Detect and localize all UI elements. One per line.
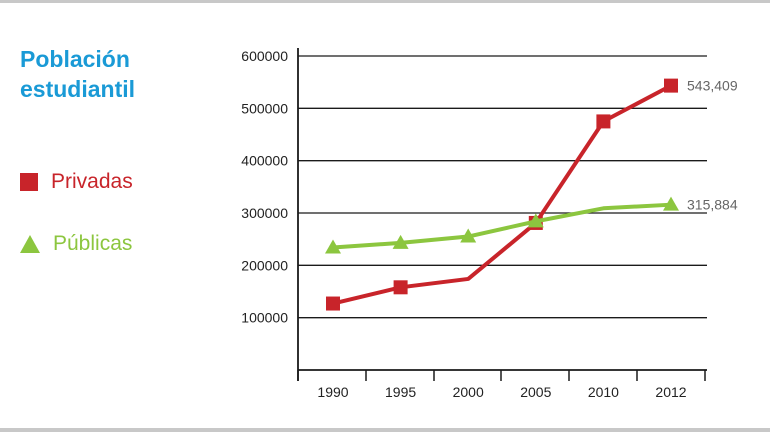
data-point-s1-5 [663,196,679,211]
data-point-s1-3 [527,213,544,228]
y-tick-label-200000: 200000 [241,257,288,273]
x-tick-label-1990: 1990 [317,384,348,400]
data-point-s0-5 [664,78,678,93]
series-line-0 [332,83,672,306]
legend-label-publicas: Públicas [53,232,133,255]
data-point-s1-0 [325,239,341,254]
x-tick-label-2005: 2005 [520,384,551,400]
y-tick-label-300000: 300000 [241,205,288,221]
data-point-s0-1 [393,280,408,295]
chart-title: Población estudiantil [20,46,136,102]
legend-item-privadas: Privadas [20,170,133,194]
y-tick-label-600000: 600000 [241,48,288,64]
y-tick-label-500000: 500000 [241,100,288,116]
data-point-s0-0 [326,296,340,311]
legend-label-privadas: Privadas [51,170,133,193]
y-tick-label-400000: 400000 [241,153,288,169]
x-tick-label-2010: 2010 [588,384,619,400]
y-tick-label-100000: 100000 [241,310,288,326]
data-point-s1-1 [392,234,409,249]
legend-item-publicas: Públicas [20,232,132,256]
x-tick-label-2012: 2012 [655,384,686,400]
end-label-s1: 315,884 [687,197,738,213]
series-line-1 [332,202,672,250]
square-marker-icon [20,173,38,191]
top-border [0,0,770,3]
end-label-s0: 543,409 [687,78,738,94]
data-point-s0-4 [596,114,611,129]
x-tick-label-2000: 2000 [453,384,484,400]
bottom-border [0,428,770,432]
triangle-marker-icon [20,235,40,253]
data-point-s1-2 [460,228,477,243]
x-tick-label-1995: 1995 [385,384,416,400]
